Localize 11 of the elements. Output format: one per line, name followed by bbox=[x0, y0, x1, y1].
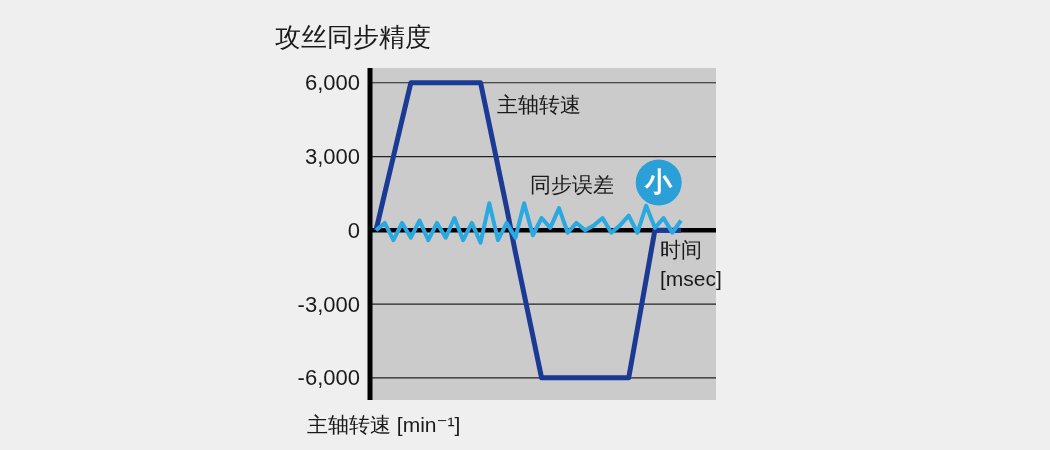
y-tick-label: -6,000 bbox=[297, 365, 360, 391]
y-tick-label: -3,000 bbox=[297, 291, 360, 317]
series-label: 主轴转速 bbox=[496, 92, 581, 116]
annotation: 小 bbox=[645, 167, 673, 198]
y-tick-label: 3,000 bbox=[304, 144, 360, 170]
y-tick-label: 0 bbox=[347, 217, 360, 243]
title: 攻丝同步精度 bbox=[275, 22, 431, 52]
y-tick-label: 6,000 bbox=[304, 70, 360, 96]
series-label: 同步误差 bbox=[529, 172, 614, 196]
y-label: 主轴转速 [min⁻¹] bbox=[307, 413, 461, 436]
x-label: 时间 [msec] bbox=[660, 238, 722, 291]
